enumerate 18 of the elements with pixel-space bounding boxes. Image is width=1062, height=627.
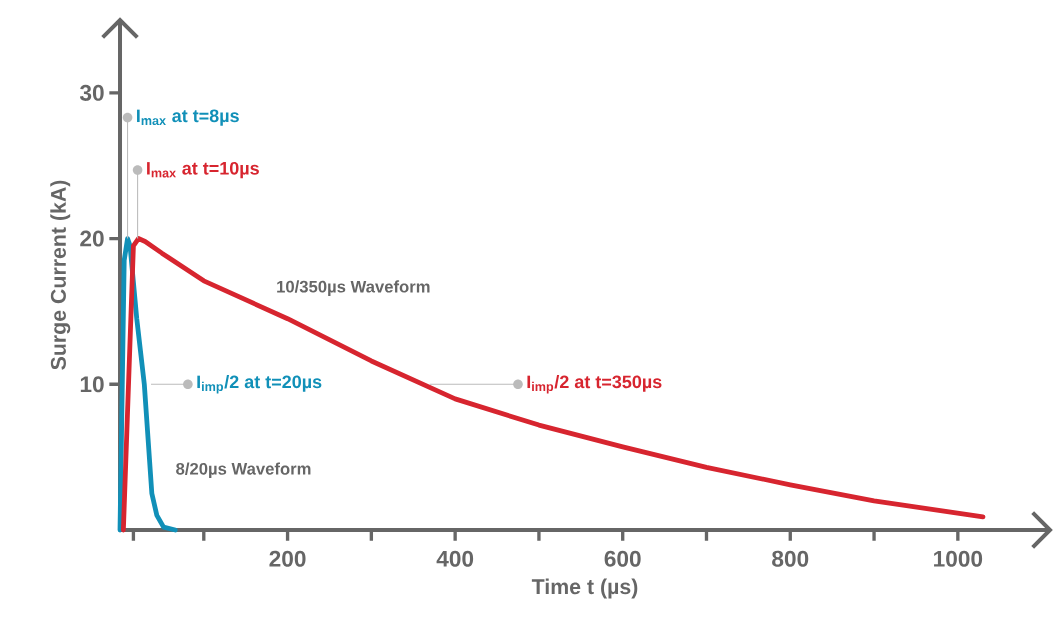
y-tick-label: 30: [79, 84, 104, 101]
annotation: I$_{imp}$/2 at t=20µs: [197, 375, 322, 394]
y-tick-label: 10: [80, 376, 104, 393]
y-axis-title: Surge Current (kA): [50, 180, 71, 370]
series-label: 8/20µs Waveform: [176, 462, 311, 479]
x-tick-label: 400: [436, 550, 474, 567]
x-tick-label: 200: [269, 550, 306, 567]
line-series: [117, 236, 178, 533]
x-axis-title: Time t (µs): [531, 578, 638, 599]
x-tick-label: 1000: [934, 550, 983, 567]
annotation: I$_{max}$ at t=8µs: [137, 109, 239, 126]
annotation: I$_{max}$ at t=10µs: [147, 161, 259, 179]
y-tick-label: 20: [80, 230, 104, 247]
series-label: 10/350µs Waveform: [277, 280, 430, 296]
line-series: [120, 236, 986, 533]
x-tick-label: 600: [604, 550, 641, 567]
annotation: I$_{imp}$/2 at t=350µs: [527, 375, 662, 394]
x-tick-label: 800: [772, 550, 809, 567]
